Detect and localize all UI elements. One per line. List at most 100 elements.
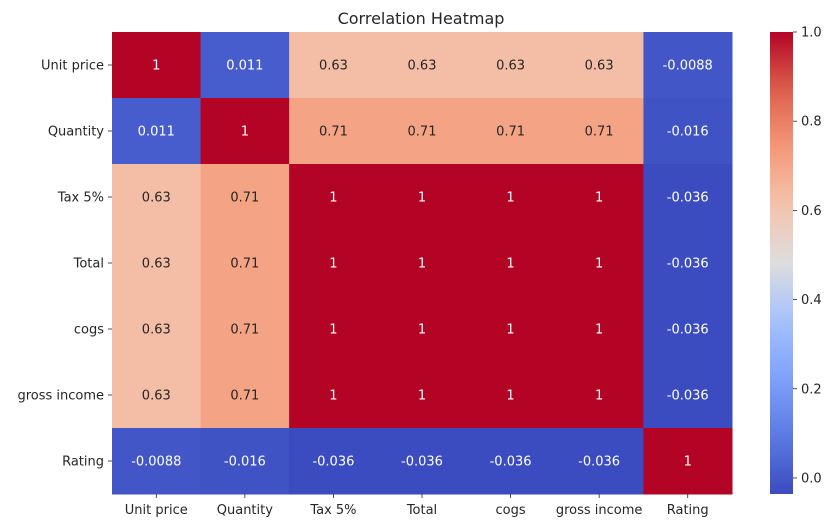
heatmap-cell (289, 164, 379, 231)
cell-value-label: 0.63 (585, 59, 614, 74)
heatmap-cell (200, 296, 290, 363)
colorbar-gradient (770, 32, 793, 494)
colorbar-tick-label: 1.0 (801, 26, 822, 41)
cell-value-label: 0.71 (230, 257, 259, 272)
x-tick-label: Tax 5% (309, 503, 356, 518)
heatmap-cell (554, 164, 644, 231)
cell-value-label: 0.71 (230, 323, 259, 338)
heatmap-cell (289, 98, 379, 165)
cell-value-label: 1 (418, 191, 426, 206)
x-tick-label: Total (406, 503, 437, 518)
cell-value-label: 1 (595, 191, 603, 206)
heatmap-cell (112, 296, 202, 363)
heatmap-cell (200, 32, 290, 99)
heatmap-cell (643, 296, 733, 363)
heatmap-cell (112, 230, 202, 297)
cell-value-label: 1 (329, 191, 337, 206)
cell-value-label: 1 (595, 323, 603, 338)
heatmap-cell (643, 428, 733, 495)
cell-value-label: 0.71 (585, 125, 614, 140)
cell-value-label: -0.036 (667, 191, 709, 206)
cell-value-label: -0.016 (224, 455, 266, 470)
cell-value-label: 1 (506, 257, 514, 272)
colorbar-tick-label: 0.6 (801, 204, 822, 219)
cell-value-label: 1 (418, 257, 426, 272)
heatmap-cell (554, 32, 644, 99)
heatmap-cell (554, 428, 644, 495)
heatmap-cell (377, 164, 467, 231)
y-tick-label: Unit price (41, 59, 104, 74)
cell-value-label: 0.63 (496, 59, 525, 74)
cell-value-label: 1 (329, 323, 337, 338)
x-tick-label: Rating (667, 503, 709, 518)
heatmap-cell (112, 164, 202, 231)
cell-value-label: -0.0088 (663, 59, 713, 74)
colorbar-tick-label: 0.2 (801, 382, 822, 397)
cell-value-label: 0.63 (408, 59, 437, 74)
heatmap-cell (643, 362, 733, 429)
y-tick-label: Tax 5% (57, 191, 104, 206)
cell-value-label: -0.036 (667, 323, 709, 338)
heatmap-cell (289, 230, 379, 297)
heatmap-cell (554, 362, 644, 429)
heatmap-cell (643, 230, 733, 297)
heatmap-cell (466, 296, 556, 363)
heatmap-cell (289, 32, 379, 99)
heatmap-cell (466, 362, 556, 429)
cell-value-label: 0.63 (142, 389, 171, 404)
cell-value-label: -0.036 (490, 455, 532, 470)
heatmap-cell (643, 164, 733, 231)
cell-value-label: 1 (418, 323, 426, 338)
cell-value-label: 0.71 (496, 125, 525, 140)
heatmap-cell (112, 32, 202, 99)
cell-value-label: -0.0088 (131, 455, 181, 470)
heatmap-cell (289, 296, 379, 363)
heatmap-cells: 1 0.011 0.63 0.63 0.63 0.63 -0.0088 0.011 1 0.71 0… (112, 32, 733, 495)
cell-value-label: 1 (241, 125, 249, 140)
heatmap-cell (377, 428, 467, 495)
cell-value-label: -0.036 (312, 455, 354, 470)
heatmap-cell (200, 230, 290, 297)
heatmap-cell (377, 32, 467, 99)
heatmap-cell (200, 98, 290, 165)
cell-value-label: 1 (418, 389, 426, 404)
heatmap-cell (200, 164, 290, 231)
heatmap-cell (289, 428, 379, 495)
heatmap-cell (200, 428, 290, 495)
heatmap-cell (112, 428, 202, 495)
x-tick-label: cogs (496, 503, 526, 518)
heatmap-cell (466, 164, 556, 231)
cell-value-label: -0.036 (401, 455, 443, 470)
x-tick-label: gross income (556, 503, 643, 518)
cell-value-label: -0.036 (667, 389, 709, 404)
y-tick-label: cogs (74, 323, 104, 338)
y-tick-label: Quantity (48, 125, 104, 140)
colorbar-tick-label: 0.8 (801, 115, 822, 130)
colorbar-tick-label: 0.0 (801, 471, 822, 486)
heatmap-cell (289, 362, 379, 429)
cell-value-label: 1 (595, 389, 603, 404)
heatmap-cell (112, 362, 202, 429)
x-axis: Unit price Quantity Tax 5% Total cogs gross i… (125, 494, 709, 518)
cell-value-label: 0.71 (319, 125, 348, 140)
x-tick-label: Unit price (125, 503, 188, 518)
cell-value-label: 0.011 (138, 125, 175, 140)
cell-value-label: 1 (152, 59, 160, 74)
heatmap-cell (466, 428, 556, 495)
cell-value-label: 1 (595, 257, 603, 272)
heatmap-cell (377, 296, 467, 363)
heatmap-cell (554, 296, 644, 363)
heatmap-cell (466, 230, 556, 297)
heatmap-cell (466, 32, 556, 99)
heatmap-cell (554, 98, 644, 165)
colorbar: 0.0 0.2 0.4 0.6 0.8 1.0 (770, 26, 822, 494)
cell-value-label: 1 (684, 455, 692, 470)
heatmap-cell (377, 230, 467, 297)
chart-title: Correlation Heatmap (338, 9, 505, 28)
y-tick-label: gross income (17, 389, 104, 404)
heatmap-cell (112, 98, 202, 165)
cell-value-label: 0.71 (230, 389, 259, 404)
heatmap-cell (554, 230, 644, 297)
y-axis: Unit price Quantity Tax 5% Total cogs gross i… (17, 59, 112, 470)
